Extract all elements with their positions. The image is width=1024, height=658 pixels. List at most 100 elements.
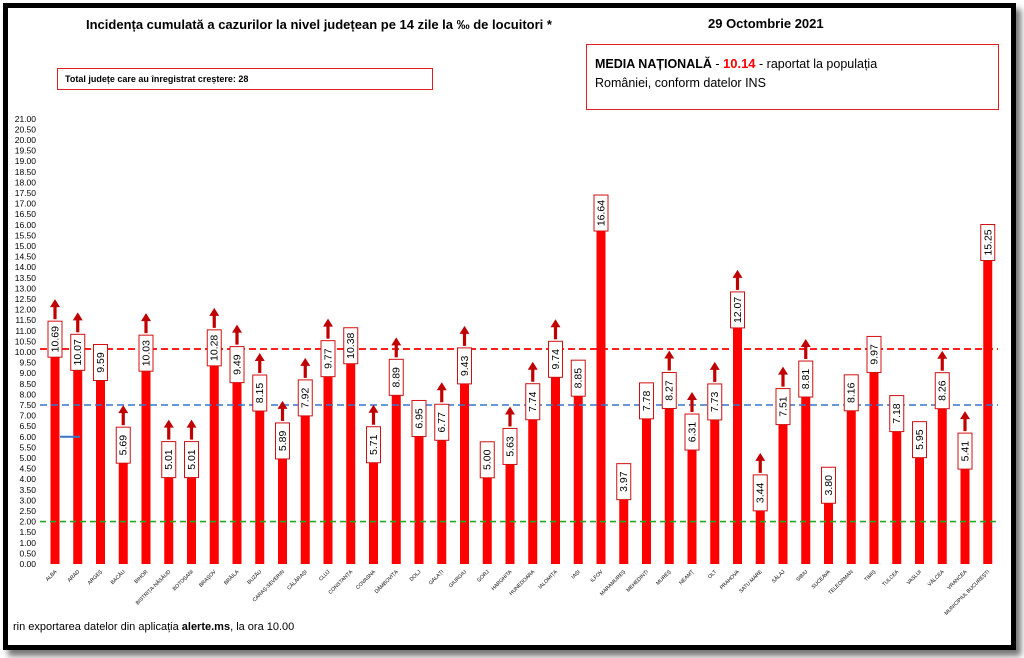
value-label-box <box>161 441 177 479</box>
arrow-head <box>186 419 197 428</box>
x-tick-label: ARAD <box>67 569 82 584</box>
x-tick-label: VASLUI <box>906 569 923 586</box>
y-tick-label: 18.50 <box>15 167 37 177</box>
value-label-box <box>434 403 450 441</box>
x-tick-label: BRAȘOV <box>198 569 218 589</box>
value-label-text: 10.69 <box>50 326 62 352</box>
y-tick-label: 1.50 <box>19 527 36 537</box>
increase-arrow <box>550 319 561 340</box>
increase-arrow <box>937 350 948 371</box>
y-tick-label: 12.00 <box>15 305 37 315</box>
national-average-line1: MEDIA NAȚIONALĂ - 10.14 - raportat la po… <box>595 56 998 71</box>
x-tick-label: MEHEDINȚI <box>625 569 649 593</box>
arrow-head <box>118 405 129 414</box>
y-tick-label: 16.50 <box>15 209 37 219</box>
x-tick-label: TELEORMAN <box>828 569 855 596</box>
bar-tulcea <box>892 411 902 564</box>
arrow-shaft <box>804 346 808 360</box>
value-label-text: 10.28 <box>209 335 221 361</box>
y-tick-label: 17.00 <box>15 199 37 209</box>
value-label: 8.85 <box>570 359 586 397</box>
arrow-head <box>209 307 220 316</box>
value-label-text: 3.80 <box>823 475 835 496</box>
y-tick-label: 3.50 <box>19 485 36 495</box>
arrow-head <box>527 361 538 370</box>
value-label: 7.73 <box>707 383 723 421</box>
bar-vâlcea <box>937 388 947 564</box>
x-tick-label: OLT <box>707 569 719 581</box>
arrow-head <box>232 324 242 333</box>
arrow-head <box>391 337 402 346</box>
arrow-head <box>163 419 174 428</box>
y-tick-label: 13.50 <box>15 273 37 283</box>
x-tick-label: IAȘI <box>570 569 581 580</box>
arrow-shaft <box>167 426 171 440</box>
bar-vrancea <box>960 449 970 564</box>
value-label-box <box>229 346 245 384</box>
value-label: 10.03 <box>138 334 154 372</box>
y-tick-label: 8.00 <box>19 389 36 399</box>
value-label-text: 5.63 <box>505 436 517 457</box>
arrow-head <box>368 404 379 413</box>
value-label-box <box>70 333 86 371</box>
increase-arrow <box>300 357 311 378</box>
total-increase-label: Total județe care au înregistrat creșter… <box>65 74 236 84</box>
value-label: 9.49 <box>229 346 245 384</box>
report-date: 29 Octombrie 2021 <box>708 16 824 31</box>
value-label: 5.71 <box>366 426 381 464</box>
y-tick-label: 16.00 <box>15 220 37 230</box>
footer-note: rin exportarea datelor din aplicația ale… <box>13 621 294 633</box>
value-label: 8.27 <box>661 371 677 409</box>
x-tick-label: IALOMIȚA <box>538 569 560 591</box>
value-label: 6.31 <box>684 413 700 451</box>
bar-alba <box>50 337 60 564</box>
x-tick-label: SIBIU <box>795 569 809 583</box>
bar-sălaj <box>778 404 788 564</box>
increase-arrow <box>800 339 811 360</box>
arrow-shaft <box>53 306 57 320</box>
value-label: 3.80 <box>821 466 836 504</box>
value-label-text: 5.41 <box>960 441 972 462</box>
value-label-box <box>639 382 654 420</box>
x-tick-label: SĂLAJ <box>770 568 786 584</box>
arrow-head <box>732 269 743 278</box>
x-tick-label: SATU MARE <box>738 569 764 595</box>
y-tick-label: 9.50 <box>19 358 36 368</box>
x-tick-label: CONSTANȚA <box>328 569 355 596</box>
value-label-box <box>570 359 586 397</box>
value-label-box <box>912 421 927 459</box>
bar-dâmbovița <box>391 375 401 564</box>
total-increase-value: 28 <box>238 74 249 84</box>
value-label-box <box>411 399 427 437</box>
value-label-text: 16.64 <box>596 200 608 226</box>
y-tick-label: 20.50 <box>15 124 37 134</box>
national-average-sep2: - <box>755 57 767 71</box>
bar-galați <box>437 420 447 564</box>
bar-ilfov <box>596 211 606 564</box>
value-label-text: 8.27 <box>664 380 676 401</box>
bar-călărași <box>300 396 310 564</box>
value-label: 6.95 <box>411 399 427 437</box>
value-label-box <box>502 427 518 465</box>
arrow-shaft <box>280 407 285 421</box>
value-label: 9.59 <box>93 343 108 381</box>
y-tick-label: 14.50 <box>15 252 37 262</box>
bar-timiș <box>869 352 879 564</box>
value-label: 3.97 <box>616 463 632 501</box>
x-tick-label: TIMIȘ <box>863 569 877 583</box>
x-tick-label: BRĂILA <box>222 568 240 586</box>
x-tick-label: COVASNA <box>355 569 377 591</box>
increase-arrow <box>232 324 242 345</box>
value-label-box <box>297 379 313 417</box>
y-tick-label: 5.00 <box>19 453 36 463</box>
value-label: 5.69 <box>115 426 131 464</box>
value-label: 8.26 <box>934 372 950 410</box>
bar-constanța <box>346 343 356 564</box>
value-label: 8.81 <box>798 360 814 398</box>
value-label: 3.44 <box>752 474 768 512</box>
value-label-text: 5.89 <box>277 431 289 452</box>
bar-caraș-severin <box>278 439 287 564</box>
value-label: 12.07 <box>730 291 745 329</box>
bars <box>50 211 993 564</box>
